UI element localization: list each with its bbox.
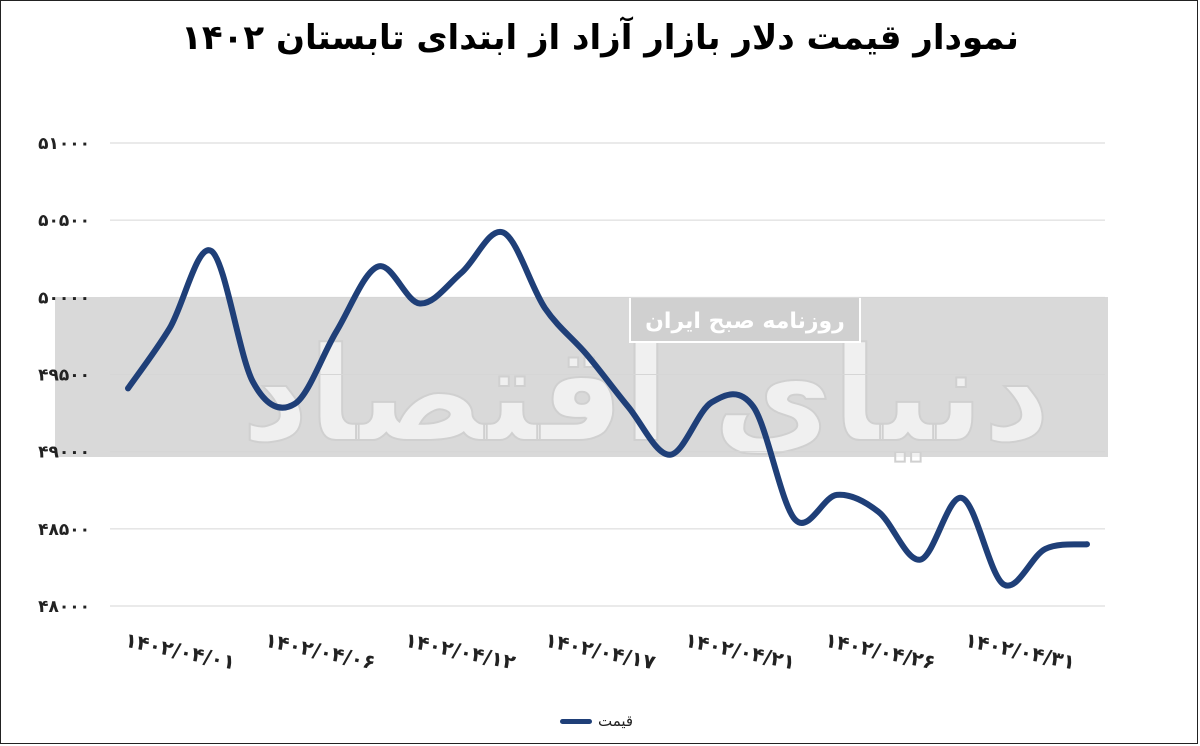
data-point: [502, 232, 504, 234]
y-tick-label: ۵۰۰۰۰: [38, 288, 90, 308]
data-point: [210, 250, 212, 252]
legend: قیمت: [560, 712, 633, 730]
x-tick-label: ۱۴۰۲/۰۴/۱۷: [543, 628, 658, 675]
data-point: [252, 381, 254, 383]
data-point: [461, 272, 463, 274]
data-point: [961, 497, 963, 499]
data-point: [752, 406, 754, 408]
x-tick-label: ۱۴۰۲/۰۴/۲۱: [683, 628, 798, 675]
data-point: [836, 494, 838, 496]
watermark-band: [55, 297, 1108, 457]
x-tick-label: ۱۴۰۲/۰۴/۳۱: [963, 628, 1078, 675]
data-point: [1044, 548, 1046, 550]
data-point: [335, 330, 337, 332]
data-point: [294, 403, 296, 405]
series-line: [125, 228, 1090, 589]
legend-label: قیمت: [598, 712, 634, 730]
y-tick-label: ۵۰۵۰۰: [38, 211, 90, 231]
chart-title: نمودار قیمت دلار بازار آزاد از ابتدای تا…: [181, 18, 1019, 58]
data-point: [711, 401, 713, 403]
data-point: [627, 406, 629, 408]
data-point: [878, 511, 880, 513]
y-tick-label: ۴۸۵۰۰: [38, 520, 90, 540]
y-tick-label: ۴۹۰۰۰: [38, 443, 90, 463]
data-point: [1003, 583, 1005, 585]
data-point: [169, 327, 171, 329]
data-point: [544, 307, 546, 309]
x-tick-label: ۱۴۰۲/۰۴/۰۱: [123, 628, 238, 675]
watermark-tagline: روزنامه صبح ایران: [645, 309, 845, 334]
legend-swatch: [560, 718, 592, 724]
data-point: [586, 353, 588, 355]
x-tick-label: ۱۴۰۲/۰۴/۰۶: [263, 628, 378, 675]
data-point: [669, 454, 671, 456]
data-point: [127, 387, 129, 389]
data-point: [794, 519, 796, 521]
watermark-brand: دنیای اقتصاد: [242, 319, 1050, 471]
data-point: [377, 265, 379, 267]
data-point: [919, 559, 921, 561]
data-point: [419, 303, 421, 305]
x-tick-label: ۱۴۰۲/۰۴/۱۲: [403, 628, 518, 675]
y-tick-label: ۵۱۰۰۰: [38, 134, 90, 154]
data-point: [1086, 543, 1088, 545]
y-tick-label: ۴۹۵۰۰: [38, 366, 90, 386]
x-tick-label: ۱۴۰۲/۰۴/۲۶: [823, 628, 938, 675]
y-tick-label: ۴۸۰۰۰: [38, 597, 90, 617]
